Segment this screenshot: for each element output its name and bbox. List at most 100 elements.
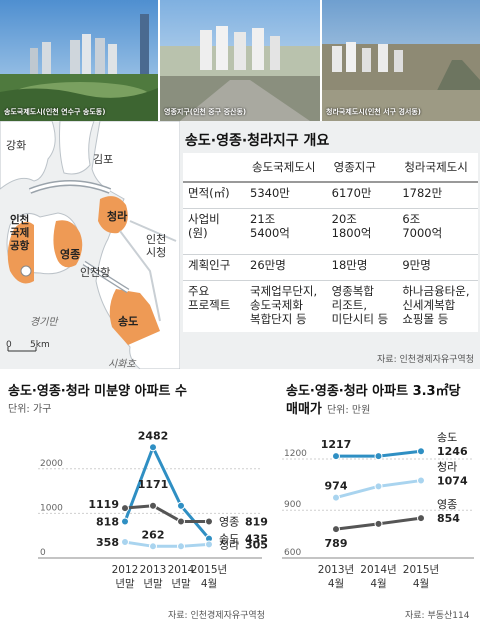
- data-point-송도: [121, 517, 129, 526]
- map-label-ganghwa: 강화: [6, 139, 27, 152]
- overview-row-label: 주요 프로젝트: [183, 280, 244, 332]
- data-point-영종: [121, 504, 129, 513]
- overview-row: 사업비 (원) 21조 5400억 20조 1800억 6조 7000억: [183, 208, 478, 254]
- overview-header-cell: [183, 153, 244, 182]
- data-label-송도: 435: [245, 533, 268, 546]
- chart-ytick-label: 900: [284, 500, 301, 510]
- chart-ytick-label: 0: [40, 548, 46, 558]
- photo-songdo: 송도국제도시(인천 연수구 송도동): [0, 0, 158, 121]
- overview-row: 주요 프로젝트 국제업무단지, 송도국제화 복합단지 등 영종복합 리조트, 미…: [183, 280, 478, 332]
- chart-xtick-label: 2013년: [318, 564, 354, 576]
- data-point-청라: [205, 540, 213, 549]
- overview-row-label: 계획인구: [183, 254, 244, 280]
- data-label-영종: 789: [325, 537, 348, 550]
- photo-cheongna-image: [322, 0, 480, 121]
- data-point-송도: [149, 443, 157, 452]
- data-point-청라: [332, 493, 340, 502]
- overview-cell: 26만명: [244, 254, 326, 280]
- chart-xtick-label: 4월: [328, 578, 344, 590]
- overview-source: 자료: 인천경제자유구역청: [377, 355, 474, 365]
- overview-cell: 6조 7000억: [396, 208, 478, 254]
- chart2-unit: 단위: 만원: [326, 405, 371, 416]
- series-name-영종: 영종: [437, 498, 457, 511]
- overview-cell: 5340만: [244, 182, 326, 208]
- chart2-title2: 매매가: [286, 402, 322, 417]
- data-point-송도: [417, 447, 425, 456]
- data-label-송도: 1246: [437, 445, 468, 458]
- series-name-영종: 영종: [219, 515, 239, 528]
- data-point-청라: [121, 538, 129, 547]
- map-label-incheon-port: 인천항: [80, 266, 111, 279]
- overview-cell: 6170만: [325, 182, 397, 208]
- overview-cell: 하나금융타운, 신세계복합 쇼핑몰 등: [396, 280, 478, 332]
- series-line-송도: [123, 443, 211, 540]
- chart1-title: 송도·영종·청라 미분양 아파트 수: [8, 384, 187, 399]
- overview-row-label: 사업비 (원): [183, 208, 244, 254]
- chart2-source: 자료: 부동산114: [405, 611, 470, 621]
- chart-xtick-label: 2014: [168, 564, 195, 576]
- overview-header-cell: 송도국제도시: [244, 153, 326, 182]
- photo-cheongna: 청라국제도시(인천 서구 경서동): [322, 0, 480, 121]
- chart-xtick-label: 년말: [115, 578, 135, 590]
- data-point-송도: [177, 501, 185, 510]
- photo-yeongjong-caption: 영종지구(인천 중구 중산동): [164, 108, 247, 116]
- overview-table: 송도국제도시 영종지구 청라국제도시 면적(㎡) 5340만 6170만 178…: [183, 153, 478, 332]
- data-point-영종: [374, 519, 383, 528]
- chart-xtick-label: 년말: [171, 578, 191, 590]
- data-point-청라: [374, 482, 383, 491]
- photo-yeongjong-image: [160, 0, 320, 121]
- map: [0, 121, 180, 369]
- chart-xtick-label: 년말: [143, 578, 163, 590]
- overview-row-label: 면적(㎡): [183, 182, 244, 208]
- photo-yeongjong: 영종지구(인천 중구 중산동): [160, 0, 320, 121]
- chart-ytick-label: 600: [284, 548, 301, 558]
- chart2-title: 송도·영종·청라 아파트 3.3㎡당: [286, 384, 461, 399]
- photo-songdo-caption: 송도국제도시(인천 연수구 송도동): [4, 108, 106, 116]
- data-label-영종: 819: [245, 515, 268, 528]
- overview-cell: 18만명: [325, 254, 397, 280]
- map-scale-unit: 5km: [30, 340, 50, 350]
- data-label-청라: 262: [142, 528, 165, 541]
- chart-ytick-label: 1200: [284, 449, 307, 459]
- data-label-영종: 854: [437, 512, 460, 525]
- map-label-airport: 인천 국제 공항: [10, 214, 30, 252]
- overview-cell: 1782만: [396, 182, 478, 208]
- chart-xtick-label: 2012: [112, 564, 139, 576]
- chart2-subtitle-row: 매매가 단위: 만원: [286, 398, 370, 417]
- data-point-청라: [417, 476, 425, 485]
- map-label-songdo: 송도: [118, 315, 139, 328]
- data-point-영종: [205, 517, 213, 526]
- chart-xtick-label: 2014년: [360, 564, 396, 576]
- series-name-청라: 청라: [219, 538, 239, 551]
- chart-ytick-label: 2000: [40, 459, 63, 469]
- map-label-gyeonggi-bay: 경기만: [30, 317, 58, 328]
- data-label-청라: 974: [325, 480, 348, 493]
- photo-cheongna-caption: 청라국제도시(인천 서구 경서동): [326, 108, 421, 116]
- map-label-gimpo: 김포: [93, 153, 114, 166]
- chart2: 600 900 1200 2013년 4월 2014년 4월 2015년 4월 1217 1246송…: [282, 431, 474, 590]
- data-point-영종: [149, 501, 157, 510]
- photo-songdo-image: [0, 0, 158, 121]
- data-label-송도: 2482: [138, 429, 169, 442]
- data-point-영종: [332, 525, 340, 534]
- series-line-청라: [124, 540, 210, 548]
- data-label-영종: 1171: [138, 478, 169, 491]
- data-label-청라: 1074: [437, 475, 468, 488]
- series-line-영종: [124, 504, 209, 523]
- map-label-city-hall: 인천 시청: [146, 233, 167, 259]
- data-point-영종: [417, 514, 425, 523]
- map-label-siheung: 시화호: [108, 359, 136, 370]
- data-label-송도: 818: [96, 516, 119, 529]
- data-point-송도: [374, 452, 383, 461]
- chart-xtick-label: 2013: [140, 564, 167, 576]
- overview-cell: 국제업무단지, 송도국제화 복합단지 등: [244, 280, 326, 332]
- data-label-청라: 305: [245, 538, 268, 551]
- chart1-unit: 단위: 가구: [8, 404, 52, 415]
- chart-xtick-label: 2015년: [403, 564, 439, 576]
- chart-xtick-label: 2015년: [191, 564, 227, 576]
- overview-row: 면적(㎡) 5340만 6170만 1782만: [183, 182, 478, 208]
- series-name-청라: 청라: [437, 461, 457, 474]
- overview-cell: 21조 5400억: [244, 208, 326, 254]
- map-label-yeongjong: 영종: [60, 248, 81, 261]
- chart-xtick-label: 4월: [370, 578, 386, 590]
